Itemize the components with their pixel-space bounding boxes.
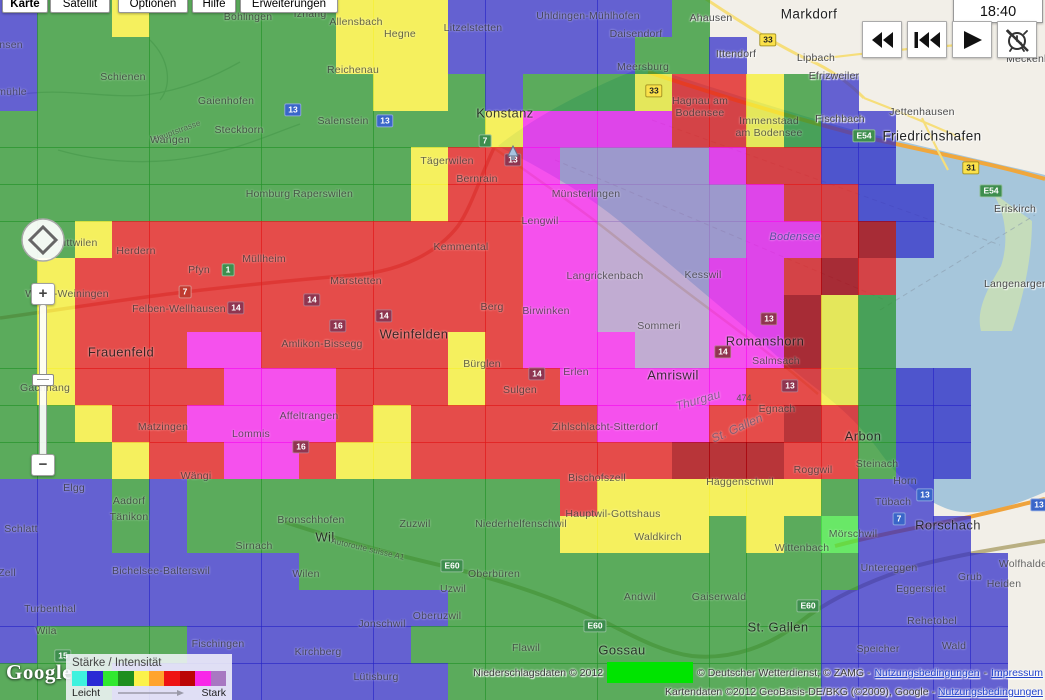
legend-color-swatch <box>72 671 88 686</box>
legend-color-swatch <box>118 671 134 686</box>
precip-copyright-text: Niederschlagsdaten © 2012 <box>473 666 604 679</box>
legend-arrow-icon <box>117 690 184 696</box>
shore-wetland <box>979 192 1032 331</box>
legend-swatches <box>72 671 227 686</box>
legend-color-swatch <box>195 671 211 686</box>
map-type-button-optionen[interactable]: Optionen <box>118 0 188 13</box>
google-logo[interactable]: Google <box>6 660 72 684</box>
step-backward-icon <box>872 31 893 48</box>
skip-to-start-icon <box>914 31 940 48</box>
poi-marker-icon <box>505 143 521 166</box>
legend-color-swatch <box>133 671 150 686</box>
attribution-line1: Niederschlagsdaten © 2012 © Deutscher We… <box>473 662 1043 683</box>
legend-color-swatch <box>149 671 165 686</box>
separator-text: - <box>983 666 988 679</box>
green-redaction-box <box>607 662 694 683</box>
map-copyright-text: Kartendaten ©2012 GeoBasis-DE/BKG (©2009… <box>665 686 935 698</box>
map-type-button-satellit[interactable]: Satellit <box>50 0 110 13</box>
time-display: 18:40 <box>953 0 1043 23</box>
legend-title: Stärke / Intensität <box>72 657 162 669</box>
legend-color-swatch <box>210 671 227 686</box>
play-button[interactable] <box>952 21 992 58</box>
imprint-link[interactable]: Impressum <box>991 666 1043 679</box>
legend-color-swatch <box>164 671 180 686</box>
legend-max-label: Stark <box>201 687 226 699</box>
legend-color-swatch <box>87 671 103 686</box>
map-type-button-hilfe[interactable]: Hilfe <box>192 0 236 13</box>
map-terms-link[interactable]: Nutzungsbedingungen <box>937 686 1043 698</box>
pan-control[interactable] <box>20 217 66 263</box>
pan-compass-icon <box>21 218 65 262</box>
play-icon <box>964 30 982 49</box>
alarm-off-icon <box>1006 28 1029 52</box>
playback-controls <box>862 21 1037 58</box>
map-type-button-erweiterungen[interactable]: Erweiterungen <box>240 0 338 13</box>
intensity-legend: Stärke / Intensität Leicht Stark <box>66 654 232 700</box>
terms-link[interactable]: Nutzungsbedingungen <box>874 666 980 679</box>
legend-min-label: Leicht <box>72 687 101 699</box>
step-backward-button[interactable] <box>862 21 902 58</box>
legend-color-swatch <box>102 671 119 686</box>
legend-color-swatch <box>179 671 196 686</box>
zoom-in-button[interactable]: + <box>31 283 55 305</box>
zoom-out-button[interactable]: − <box>31 454 55 476</box>
zoom-control: + − <box>28 283 58 477</box>
skip-to-start-button[interactable] <box>907 21 947 58</box>
attribution-line2: Kartendaten ©2012 GeoBasis-DE/BKG (©2009… <box>665 686 1043 698</box>
zoom-slider-handle[interactable] <box>32 374 54 386</box>
auto-update-off-button[interactable] <box>997 21 1037 58</box>
map-type-button-karte[interactable]: Karte <box>2 0 48 13</box>
provider-copyright-text: © Deutscher Wetterdienst; © ZAMG - <box>697 666 871 679</box>
